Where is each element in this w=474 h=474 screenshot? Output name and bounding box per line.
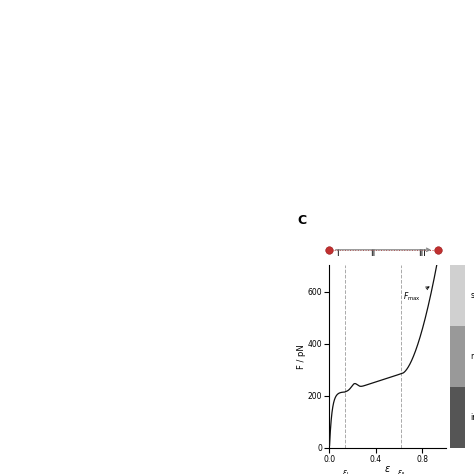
Y-axis label: F / pN: F / pN — [298, 344, 307, 369]
Text: $\varepsilon_{\rm II}$: $\varepsilon_{\rm II}$ — [397, 468, 406, 474]
Text: $F_{\rm max}$: $F_{\rm max}$ — [403, 287, 429, 303]
Text: C: C — [297, 214, 306, 228]
Text: st: st — [470, 292, 474, 301]
Bar — [450, 326, 465, 387]
Text: in: in — [470, 413, 474, 422]
Text: III: III — [419, 249, 426, 258]
Bar — [450, 265, 465, 326]
Text: I: I — [336, 249, 338, 258]
FancyArrowPatch shape — [336, 248, 430, 252]
Text: $\varepsilon_{\rm I}$: $\varepsilon_{\rm I}$ — [342, 468, 349, 474]
X-axis label: $\varepsilon$: $\varepsilon$ — [384, 464, 391, 474]
Text: II: II — [370, 249, 375, 258]
Bar — [450, 387, 465, 448]
Text: m: m — [470, 352, 474, 361]
